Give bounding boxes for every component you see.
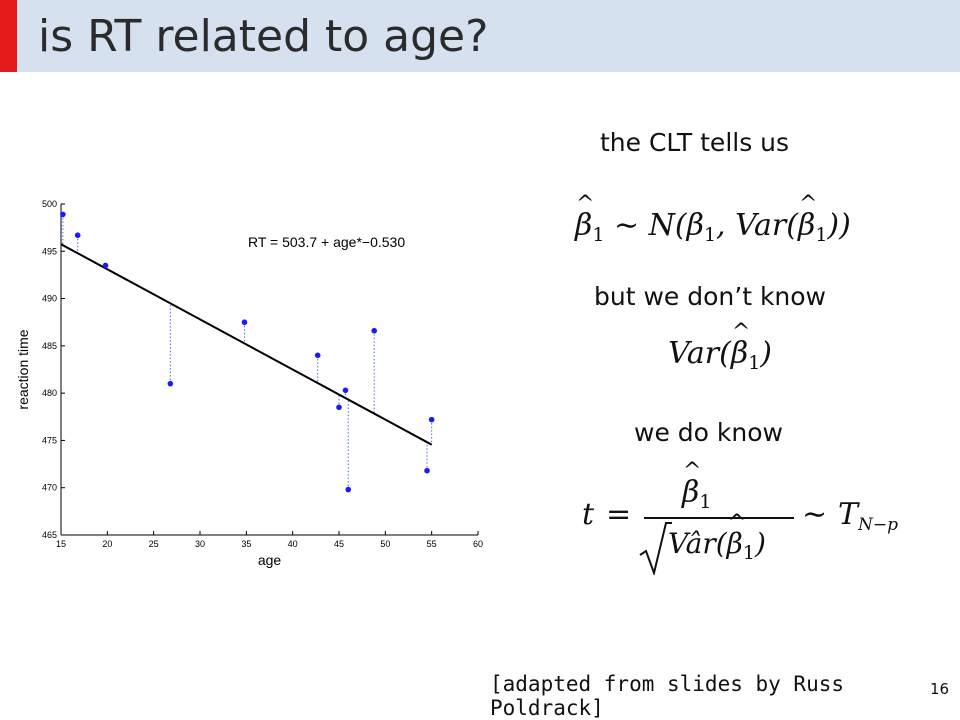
data-point [241,319,248,326]
data-point [428,416,435,423]
x-tick-label: 45 [334,539,344,549]
var-label: Var( [668,336,731,371]
clt-text: the CLT tells us [600,128,790,157]
beta-hat-symbol: β [731,320,751,371]
title-accent-bar [0,0,17,72]
title-bar [0,0,960,72]
x-tick-label: 50 [380,539,390,549]
variance-expression: Var(β1) [668,320,772,374]
t-denominator: Vâr(β1) [668,511,766,564]
t-dist-subscript: N−p [858,515,899,535]
data-point [371,327,378,334]
x-tick-label: 40 [288,539,298,549]
t-distribution: TN−p [838,497,898,535]
subscript: 1 [742,542,755,564]
do-know-text: we do know [634,418,783,447]
subscript: 1 [592,224,605,246]
data-point [74,232,81,239]
x-axis-label: age [258,552,282,568]
t-dist-symbol: T [838,497,859,532]
beta-hat-symbol: β [727,511,747,560]
citation: [adapted from slides by Russ Poldrack] [490,672,845,720]
scatter-chart: 15 20 25 30 35 40 45 50 55 60 465 470 475 480 485 490 49… [15,199,483,568]
tilde-sign: ∼ [802,497,828,532]
fraction-bar [644,517,794,519]
data-point [102,262,109,269]
data-point [424,467,430,474]
t-numerator: β1 [682,459,712,513]
subscript: 1 [815,224,828,246]
x-tick-label: 30 [195,539,205,549]
page-number: 16 [930,680,950,698]
beta-hat-symbol: β [682,459,702,510]
x-tick-label: 60 [473,539,483,549]
y-tick-label: 495 [42,246,57,256]
t-symbol: t [582,497,595,532]
eq-close: )) [827,208,851,243]
subscript: 1 [703,224,717,246]
equals-sign: = [606,497,632,532]
sqrt-sign-icon [639,522,672,575]
regression-line [60,243,433,446]
x-tick-label: 20 [102,539,112,549]
var-hat-label: Vâr( [668,527,727,560]
data-point [336,404,342,411]
close-paren: ) [760,336,772,371]
data-point [60,211,66,218]
slide-title: is RT related to age? [38,11,489,62]
close-paren: ) [754,527,766,560]
data-point [345,486,352,493]
y-tick-label: 490 [42,294,57,304]
x-tick-label: 25 [149,539,159,549]
y-tick-label: 465 [42,530,57,540]
data-point [342,387,349,394]
beta-hat-symbol: β [575,192,595,243]
dont-know-text: but we don’t know [594,282,827,311]
eq-normal-part: ∼ N(β [604,208,704,243]
y-tick-label: 470 [42,483,57,493]
subscript: 1 [699,491,712,513]
equation-annotation: RT = 503.7 + age*−0.530 [248,234,405,250]
y-tick-label: 485 [42,341,57,351]
data-point [167,380,174,387]
y-tick-label: 475 [42,435,57,445]
subscript: 1 [748,352,761,374]
eq-var-part: , Var( [716,208,798,243]
y-axis-label: reaction time [15,329,31,409]
x-tick-label: 15 [56,539,66,549]
y-tick-label: 480 [42,388,57,398]
t-statistic-equation: t = β1 Vâr(β1) ∼ TN−p [576,459,898,575]
x-tick-label: 35 [241,539,251,549]
beta-hat-symbol: β [798,192,818,243]
data-point [314,352,321,359]
clt-distribution-equation: β1 ∼ N(β1, Var(β1)) [575,192,851,246]
y-tick-label: 500 [42,199,57,209]
x-tick-label: 55 [427,539,437,549]
